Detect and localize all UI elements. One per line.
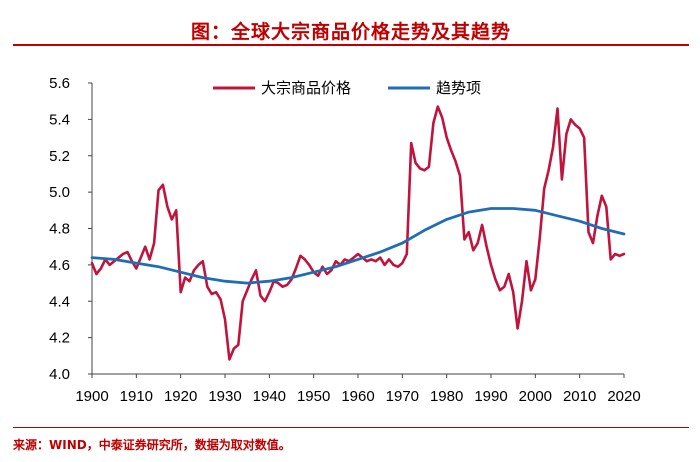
x-tick-label: 2000 xyxy=(519,388,552,405)
x-tick-label: 1990 xyxy=(474,388,507,405)
x-tick-label: 1900 xyxy=(75,388,108,405)
legend-item-commodity-price-label: 大宗商品价格 xyxy=(261,79,351,97)
x-tick-label: 1970 xyxy=(386,388,419,405)
title-bar: 图：全球大宗商品价格走势及其趋势 xyxy=(13,8,689,46)
series-line-trend xyxy=(90,207,626,285)
y-tick-label: 5.0 xyxy=(49,184,70,201)
legend-item-trend-label: 趋势项 xyxy=(436,79,481,97)
y-tick-label: 5.6 xyxy=(49,75,70,92)
x-tick-label: 1930 xyxy=(208,388,241,405)
footer-divider xyxy=(13,427,689,428)
y-tick-label: 4.8 xyxy=(49,221,70,238)
x-tick-label: 1950 xyxy=(297,388,330,405)
y-tick-label: 4.4 xyxy=(49,293,70,310)
y-tick-label: 4.2 xyxy=(49,330,70,347)
x-tick-label: 1980 xyxy=(430,388,463,405)
series-line-commodity-price xyxy=(90,105,626,361)
y-tick-label: 4.6 xyxy=(49,257,70,274)
x-tick-label: 1910 xyxy=(120,388,153,405)
x-tick-label: 1920 xyxy=(164,388,197,405)
y-tick-label: 5.2 xyxy=(49,148,70,165)
line-chart: 4.0 4.2 4.4 4.6 4.8 5.0 5.2 5.4 5.6 1900 1910 1920 1… xyxy=(49,75,641,405)
x-tick-label: 1940 xyxy=(253,388,286,405)
x-tick-label: 2010 xyxy=(563,388,596,405)
chart-title: 图：全球大宗商品价格走势及其趋势 xyxy=(190,21,511,43)
y-tick-label: 5.4 xyxy=(49,111,70,128)
y-tick-label: 4.0 xyxy=(49,366,70,383)
x-tick-label: 1960 xyxy=(341,388,374,405)
source-note: 来源：WIND，中泰证券研究所，数据为取对数值。 xyxy=(13,438,291,452)
x-tick-label: 2020 xyxy=(607,388,640,405)
